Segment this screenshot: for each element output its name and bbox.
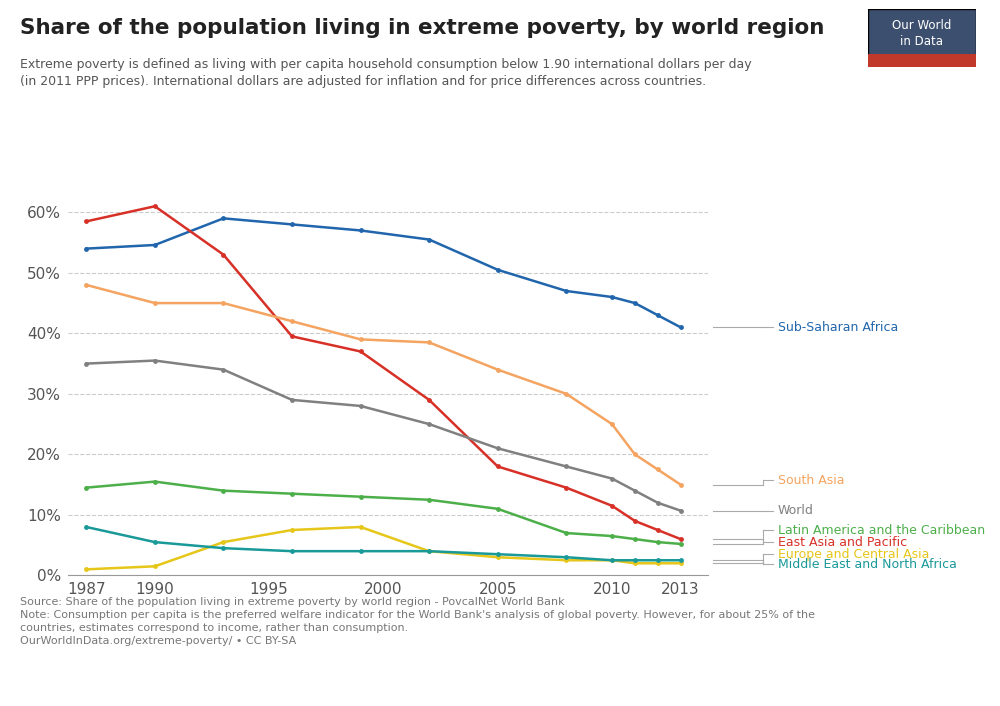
- Bar: [868, 54, 976, 67]
- Text: in Data: in Data: [900, 35, 944, 48]
- Text: Latin America and the Caribbean: Latin America and the Caribbean: [778, 524, 985, 537]
- Text: Europe and Central Asia: Europe and Central Asia: [778, 548, 929, 561]
- Text: Share of the population living in extreme poverty, by world region: Share of the population living in extrem…: [20, 18, 824, 37]
- Text: Our World: Our World: [892, 19, 952, 32]
- Text: Extreme poverty is defined as living with per capita household consumption below: Extreme poverty is defined as living wit…: [20, 58, 752, 88]
- Text: Sub-Saharan Africa: Sub-Saharan Africa: [778, 321, 898, 334]
- Text: Source: Share of the population living in extreme poverty by world region - Povc: Source: Share of the population living i…: [20, 597, 815, 646]
- Text: South Asia: South Asia: [778, 474, 844, 487]
- Text: Middle East and North Africa: Middle East and North Africa: [778, 558, 957, 571]
- Text: East Asia and Pacific: East Asia and Pacific: [778, 536, 907, 549]
- FancyBboxPatch shape: [868, 9, 976, 67]
- Text: World: World: [778, 504, 814, 517]
